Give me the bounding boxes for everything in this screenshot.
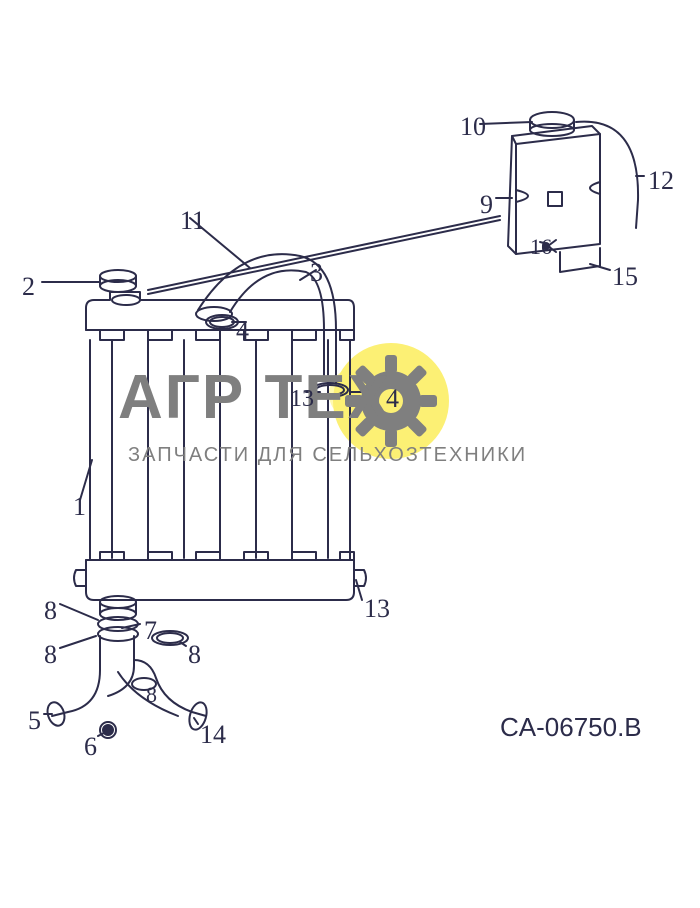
callout-13: 13 xyxy=(364,594,390,624)
watermark-sub: ЗАПЧАСТИ ДЛЯ СЕЛЬХОЗТЕХНИКИ xyxy=(128,444,527,467)
callout-13a: 13 xyxy=(290,386,314,413)
callout-5: 5 xyxy=(28,706,41,736)
callout-9: 9 xyxy=(480,190,493,220)
callout-8a: 8 xyxy=(44,596,57,626)
callout-6: 6 xyxy=(84,732,97,762)
callout-7: 7 xyxy=(144,616,157,646)
document-number: CA-06750.B xyxy=(500,712,642,743)
callout-1: 1 xyxy=(73,492,86,522)
callout-12: 12 xyxy=(648,166,674,196)
callout-4b: 4 xyxy=(386,384,399,414)
callout-14: 14 xyxy=(200,720,226,750)
diagram-area: АГР ТЕХ ЗАПЧАСТИ ДЛЯ СЕЛЬХОЗТЕХНИКИ 1234… xyxy=(0,0,700,908)
callout-2: 2 xyxy=(22,272,35,302)
callout-3: 3 xyxy=(310,258,323,288)
callout-16: 16 xyxy=(530,234,552,260)
callout-8d: 8 xyxy=(146,682,157,708)
callout-8c: 8 xyxy=(188,640,201,670)
callout-10: 10 xyxy=(460,112,486,142)
callout-4: 4 xyxy=(236,316,249,346)
callout-11: 11 xyxy=(180,206,205,236)
callout-15: 15 xyxy=(612,262,638,292)
watermark-main: АГР ТЕХ xyxy=(118,362,391,433)
callout-8b: 8 xyxy=(44,640,57,670)
